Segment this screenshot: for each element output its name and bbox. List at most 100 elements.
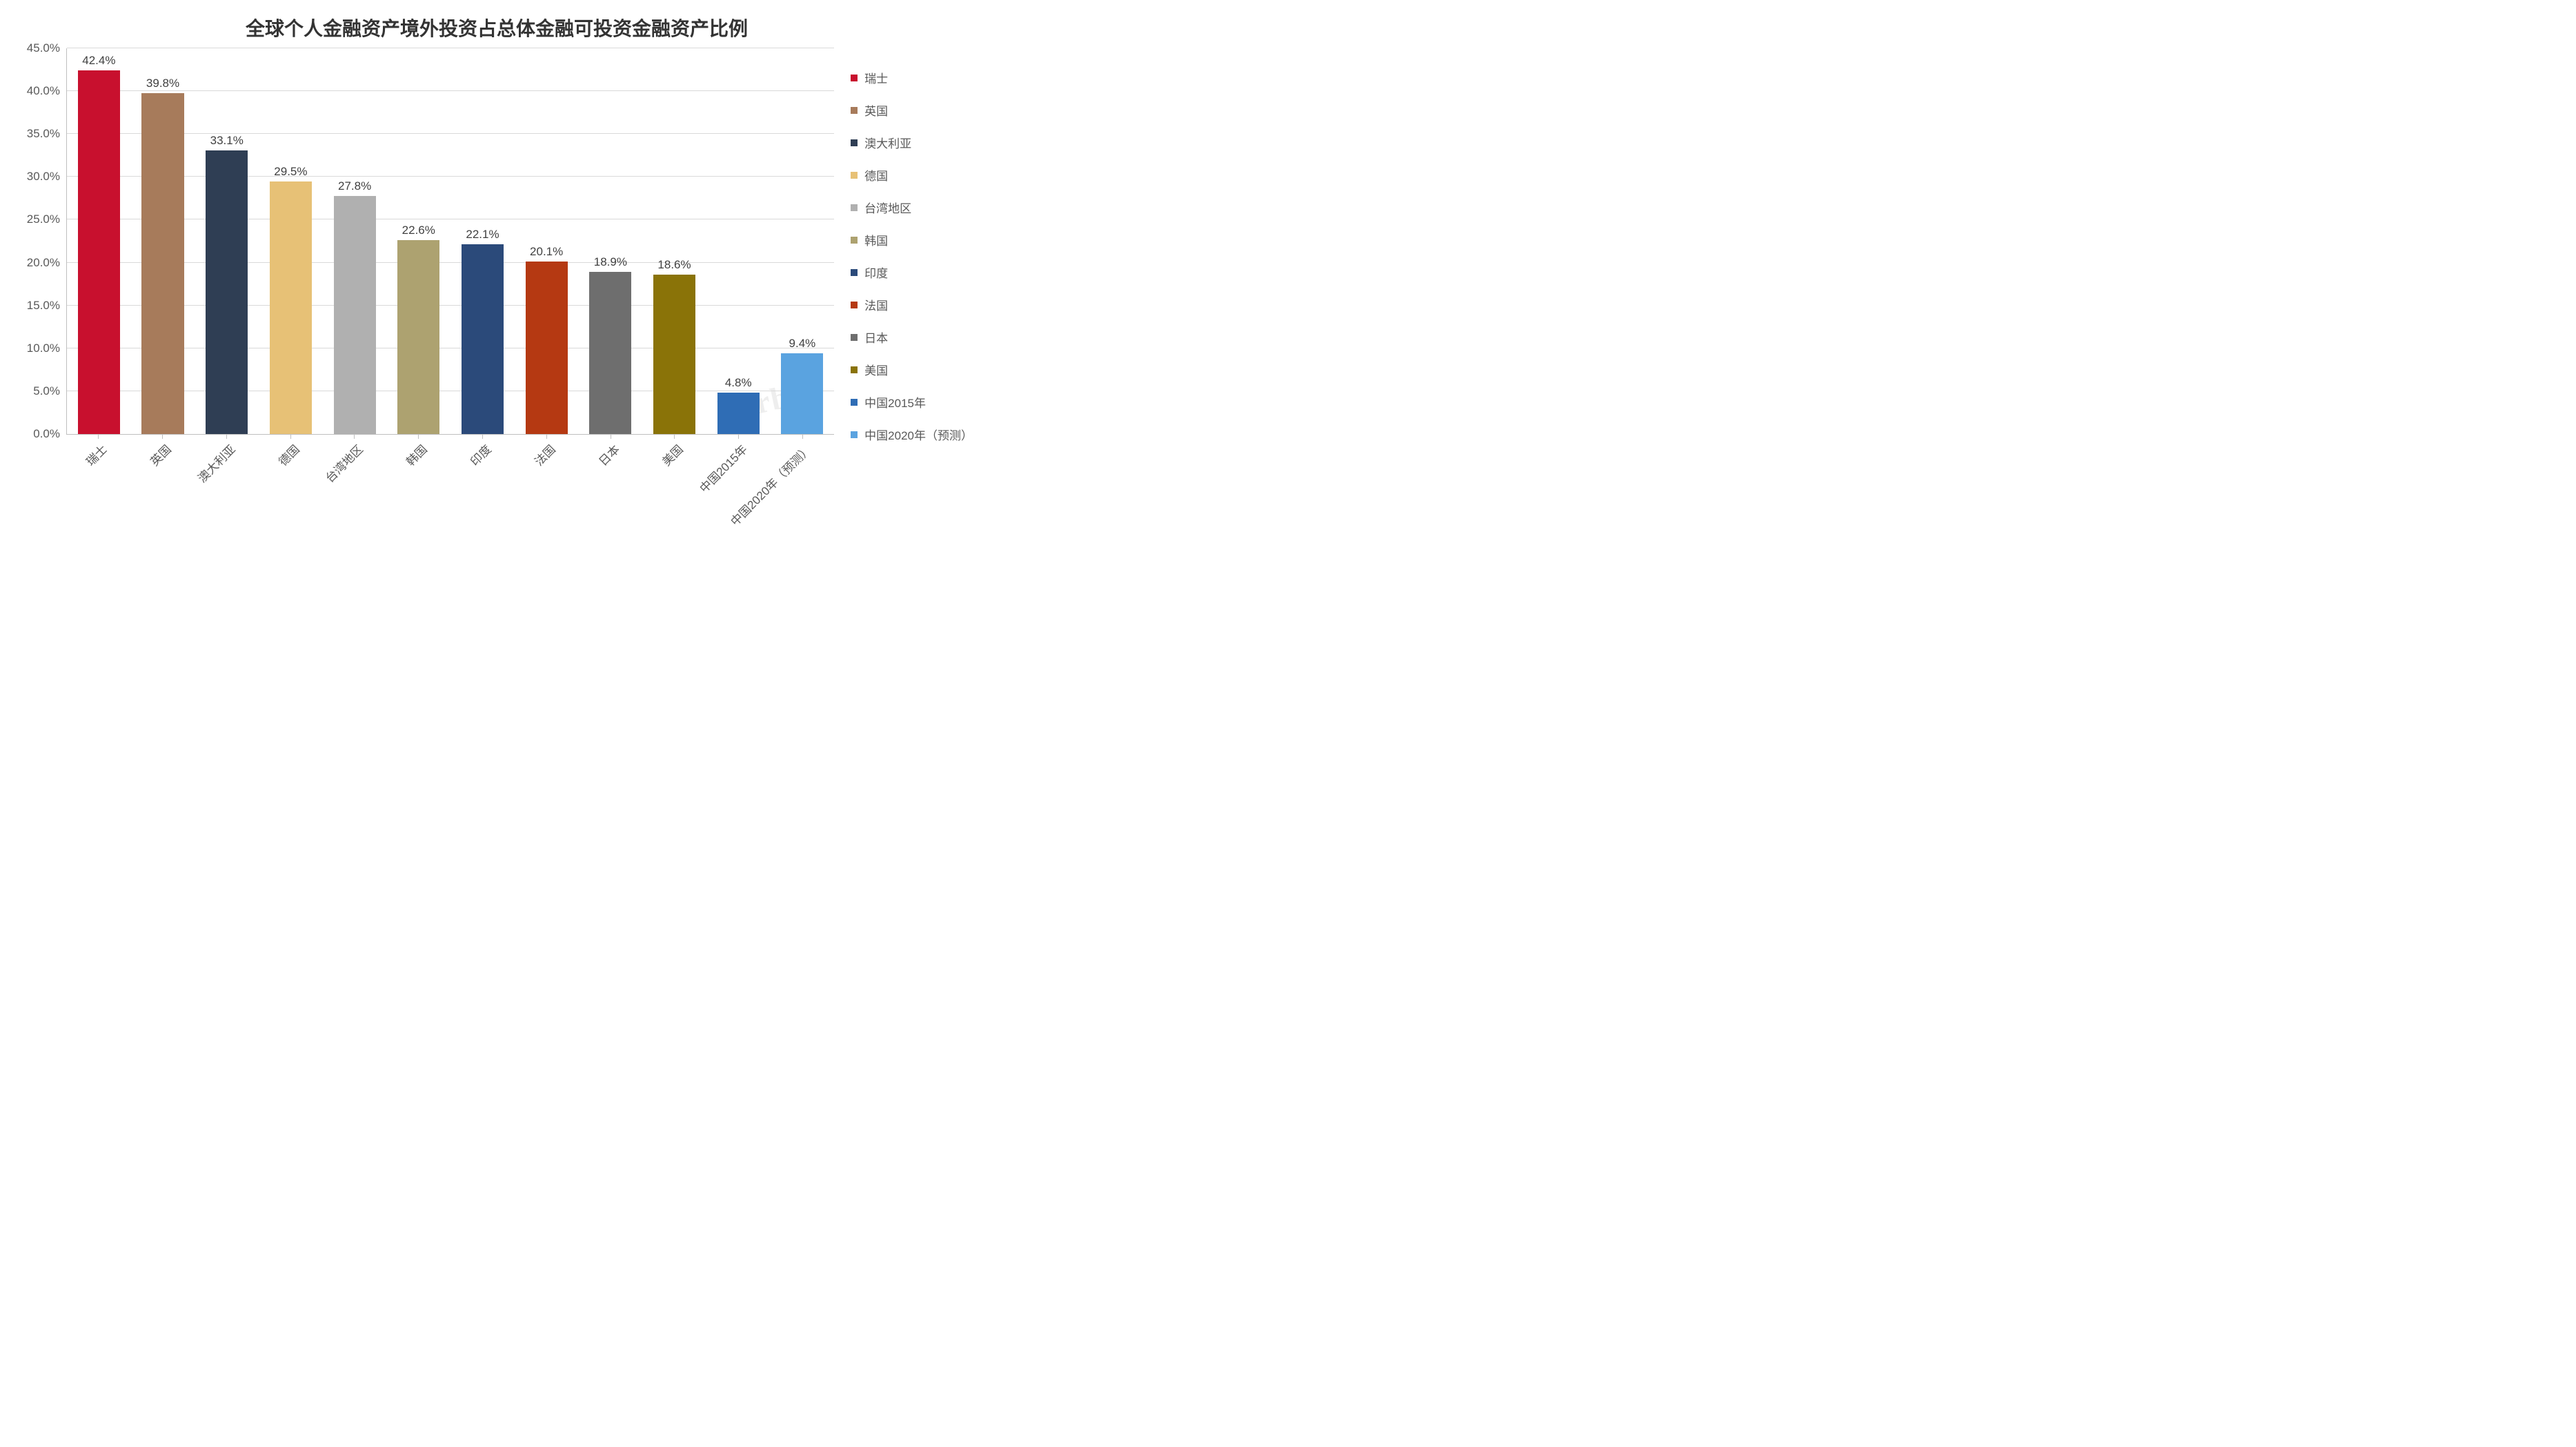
bars-container: 42.4% 39.8% 33.1% 29.5% 27.8% 22.6% 22.1% 20.1%… — [67, 48, 834, 434]
legend-swatch — [851, 172, 858, 179]
ytick-label: 30.0% — [27, 170, 67, 184]
legend-label: 韩国 — [864, 231, 888, 248]
bar-value-label: 22.1% — [466, 228, 499, 242]
bar-value-label: 18.9% — [594, 255, 627, 269]
legend-item: 英国 — [851, 101, 973, 119]
legend-label: 日本 — [864, 328, 888, 346]
xtick-slot: 美国 — [642, 435, 706, 518]
legend-label: 澳大利亚 — [864, 134, 911, 151]
bar-slot: 4.8% — [706, 48, 771, 434]
xtick-slot: 印度 — [450, 435, 515, 518]
legend-label: 中国2015年 — [864, 393, 926, 411]
xtick-label: 日本 — [593, 440, 622, 469]
legend: 瑞士英国澳大利亚德国台湾地区韩国印度法国日本美国中国2015年中国2020年（预… — [834, 48, 973, 443]
bar-slot: 22.1% — [450, 48, 515, 434]
legend-swatch — [851, 302, 858, 308]
bar-slot: 39.8% — [131, 48, 195, 434]
ytick-label: 15.0% — [27, 299, 67, 313]
ytick-label: 0.0% — [33, 427, 67, 441]
bar-slot: 29.5% — [259, 48, 323, 434]
xtick-mark — [162, 435, 163, 439]
bar-slot: 42.4% — [67, 48, 131, 434]
ytick-label: 20.0% — [27, 256, 67, 270]
ytick-label: 5.0% — [33, 384, 67, 398]
legend-swatch — [851, 107, 858, 114]
bar-rect — [334, 196, 376, 434]
legend-item: 台湾地区 — [851, 199, 973, 216]
bar-rect — [781, 353, 823, 434]
chart-area: 42.4% 39.8% 33.1% 29.5% 27.8% 22.6% 22.1% 20.1%… — [21, 48, 834, 518]
legend-item: 法国 — [851, 296, 973, 313]
xtick-slot: 日本 — [578, 435, 642, 518]
xtick-mark — [418, 435, 419, 439]
xtick-mark — [546, 435, 547, 439]
xtick-label: 台湾地区 — [321, 440, 366, 486]
legend-label: 美国 — [864, 361, 888, 378]
xtick-mark — [290, 435, 291, 439]
bar-rect — [589, 272, 631, 434]
xtick-label: 印度 — [466, 440, 495, 469]
legend-label: 印度 — [864, 264, 888, 281]
legend-label: 德国 — [864, 166, 888, 184]
bar-rect — [270, 181, 312, 434]
xtick-slot: 台湾地区 — [322, 435, 386, 518]
ytick-label: 40.0% — [27, 84, 67, 98]
ytick-label: 10.0% — [27, 342, 67, 355]
legend-label: 中国2020年（预测） — [864, 426, 973, 443]
xtick-label: 德国 — [274, 440, 303, 469]
chart-title: 全球个人金融资产境外投资占总体金融可投资金融资产比例 — [21, 14, 973, 41]
legend-swatch — [851, 237, 858, 244]
legend-label: 台湾地区 — [864, 199, 911, 216]
x-axis: 瑞士英国澳大利亚德国台湾地区韩国印度法国日本美国中国2015年中国2020年（预… — [66, 435, 834, 518]
ytick-label: 35.0% — [27, 127, 67, 141]
xtick-slot: 法国 — [514, 435, 578, 518]
bar-rect — [397, 240, 439, 434]
xtick-label: 瑞士 — [81, 440, 110, 469]
bar-slot: 22.6% — [386, 48, 450, 434]
xtick-mark — [802, 435, 803, 439]
bar-value-label: 27.8% — [338, 179, 371, 193]
legend-swatch — [851, 269, 858, 276]
bar-slot: 20.1% — [515, 48, 579, 434]
legend-label: 法国 — [864, 296, 888, 313]
bar-slot: 9.4% — [771, 48, 835, 434]
xtick-label: 韩国 — [402, 440, 430, 469]
legend-item: 日本 — [851, 328, 973, 346]
xtick-mark — [98, 435, 99, 439]
bar-rect — [78, 70, 120, 434]
bar-value-label: 4.8% — [725, 376, 752, 390]
bar-value-label: 9.4% — [789, 337, 816, 351]
xtick-slot: 德国 — [258, 435, 322, 518]
legend-item: 韩国 — [851, 231, 973, 248]
bar-value-label: 33.1% — [210, 134, 244, 148]
bar-slot: 18.9% — [579, 48, 643, 434]
xtick-slot: 中国2020年（预测） — [770, 435, 834, 518]
xtick-slot: 英国 — [130, 435, 195, 518]
legend-swatch — [851, 204, 858, 211]
xtick-label: 澳大利亚 — [193, 440, 239, 486]
xtick-slot: 瑞士 — [66, 435, 130, 518]
legend-item: 中国2015年 — [851, 393, 973, 411]
legend-item: 瑞士 — [851, 69, 973, 86]
bar-rect — [717, 393, 760, 434]
bar-value-label: 22.6% — [402, 224, 435, 237]
bar-value-label: 29.5% — [274, 165, 307, 179]
legend-swatch — [851, 139, 858, 146]
xtick-slot: 澳大利亚 — [195, 435, 259, 518]
bar-slot: 33.1% — [195, 48, 259, 434]
legend-swatch — [851, 431, 858, 438]
bar-slot: 18.6% — [642, 48, 706, 434]
xtick-mark — [738, 435, 739, 439]
xtick-label: 英国 — [146, 440, 175, 469]
legend-label: 英国 — [864, 101, 888, 119]
xtick-mark — [674, 435, 675, 439]
plot: 42.4% 39.8% 33.1% 29.5% 27.8% 22.6% 22.1% 20.1%… — [66, 48, 834, 435]
bar-rect — [206, 150, 248, 434]
xtick-label: 法国 — [530, 440, 559, 469]
bar-slot: 27.8% — [323, 48, 387, 434]
bar-rect — [141, 93, 184, 434]
xtick-mark — [226, 435, 227, 439]
xtick-mark — [482, 435, 483, 439]
bar-value-label: 42.4% — [82, 54, 115, 68]
legend-item: 印度 — [851, 264, 973, 281]
